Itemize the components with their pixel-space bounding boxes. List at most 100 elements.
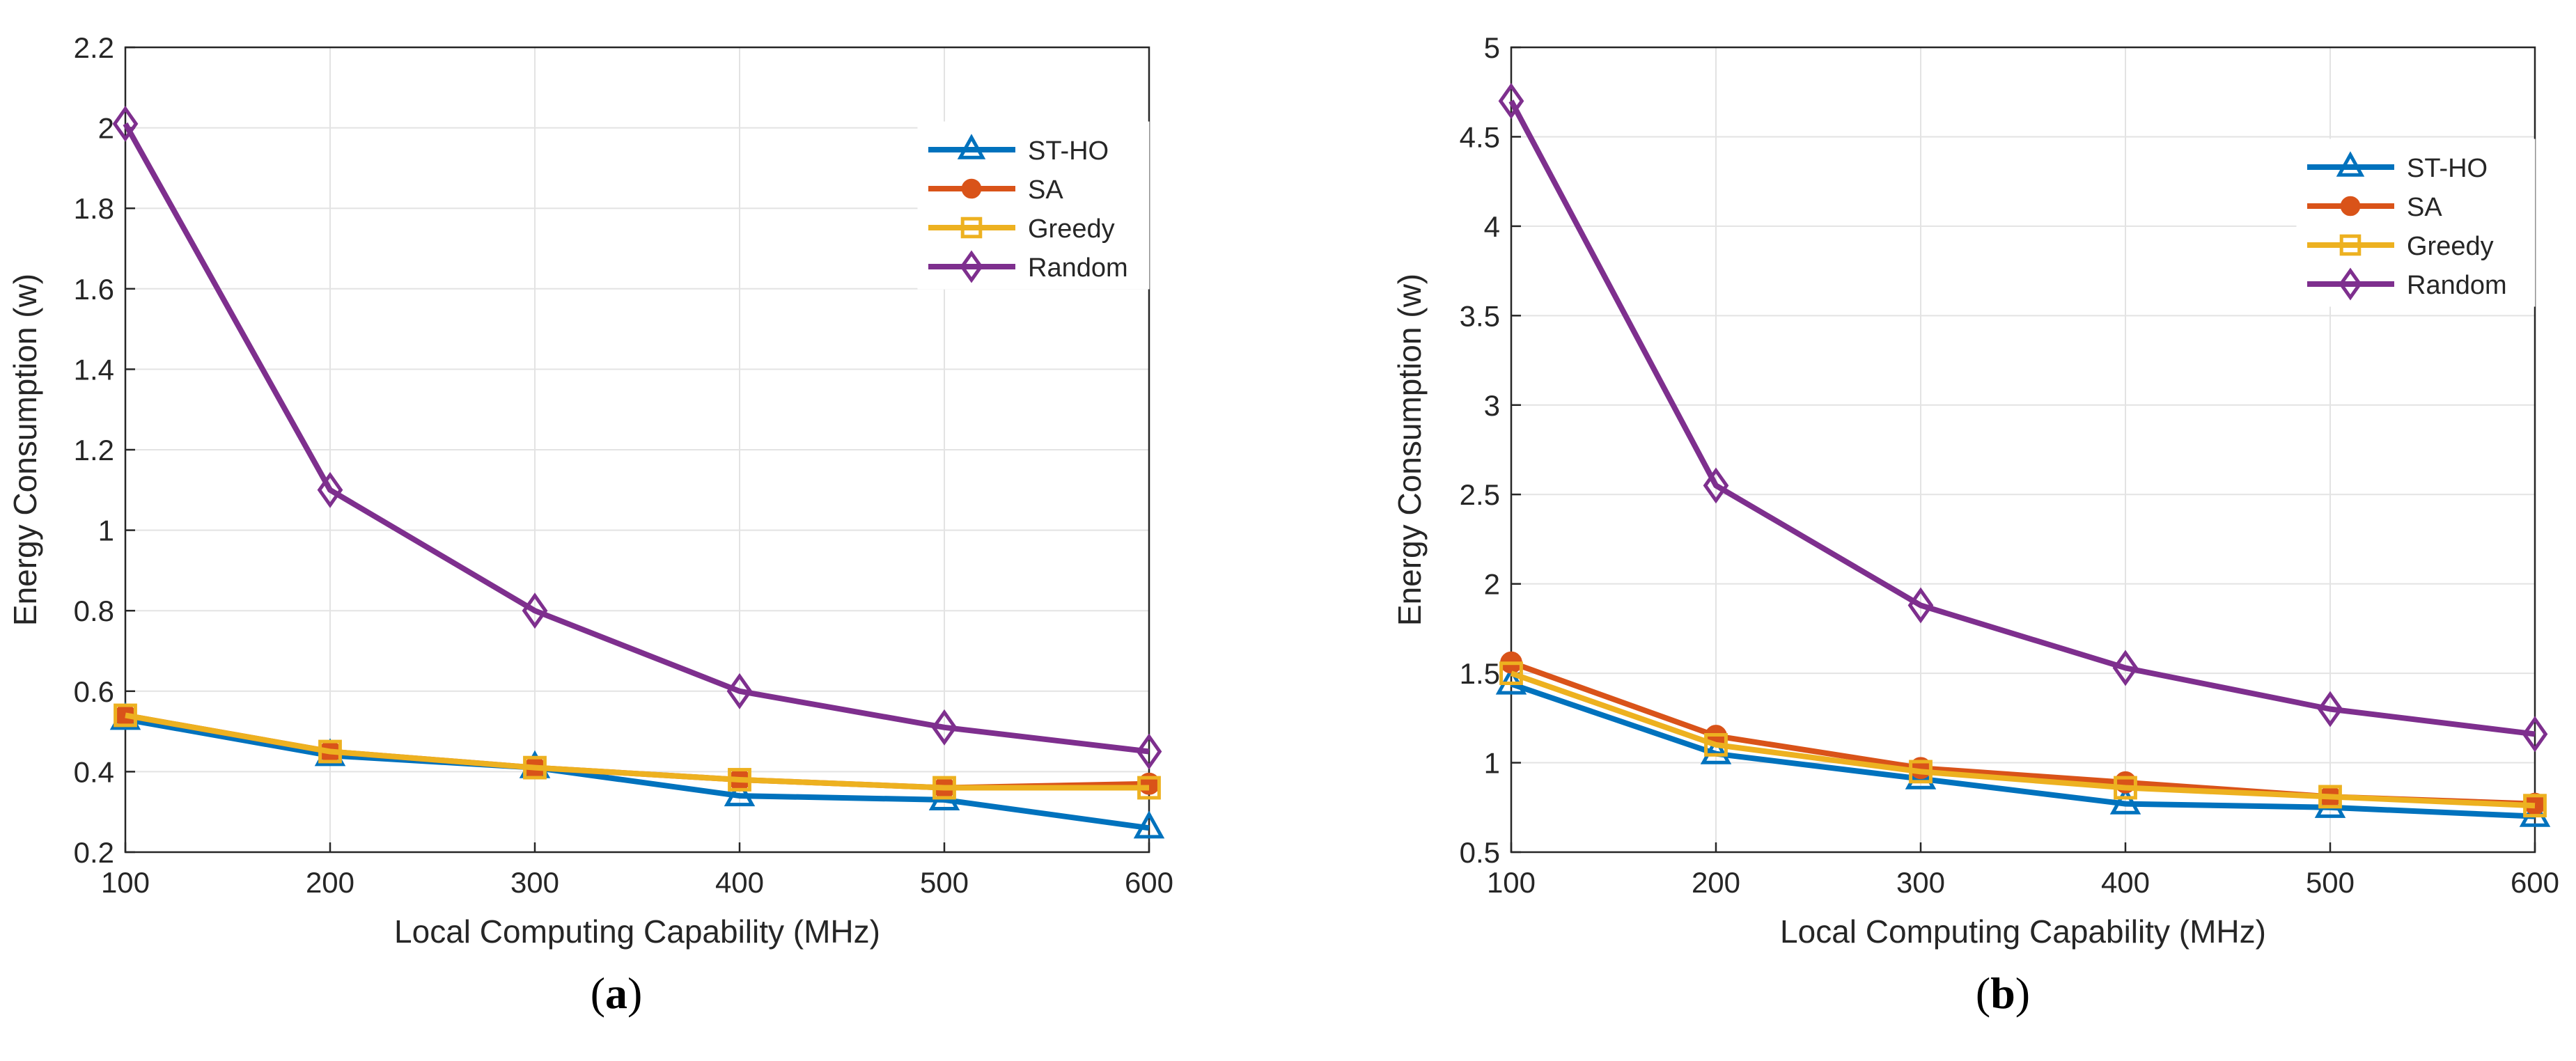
- y-tick-label: 1.6: [74, 273, 114, 306]
- series-random: [1498, 83, 2548, 753]
- x-tick-label: 200: [1692, 866, 1740, 899]
- data-point: [523, 755, 547, 780]
- legend-marker: [2339, 267, 2362, 301]
- data-point: [726, 673, 753, 709]
- data-point: [1700, 736, 1732, 764]
- series-line: [1510, 681, 2536, 819]
- y-tick-label: 2.5: [1460, 478, 1500, 511]
- y-tick-label: 1.8: [74, 192, 114, 225]
- y-tick-label: 0.6: [74, 675, 114, 708]
- legend-item-st-ho: ST-HO: [928, 134, 1109, 166]
- data-point: [1495, 666, 1527, 695]
- data-point: [2318, 785, 2342, 809]
- data-point: [1704, 732, 1728, 757]
- legend: ST-HO SA Greedy Random: [2296, 139, 2536, 307]
- data-point: [1136, 733, 1162, 770]
- series-line: [1508, 100, 2536, 737]
- x-tick-label: 500: [2306, 866, 2355, 899]
- legend-marker: [2339, 234, 2362, 256]
- x-tick-label: 100: [101, 866, 150, 899]
- data-point: [1907, 587, 1934, 624]
- axes-box: [1510, 46, 2536, 854]
- data-point: [724, 778, 756, 807]
- y-tick-label: 1.4: [74, 353, 114, 386]
- y-tick-label: 5: [1484, 31, 1500, 64]
- legend-marker: [961, 178, 982, 199]
- data-point: [2523, 794, 2547, 818]
- data-point: [317, 471, 343, 508]
- x-tick-label: 300: [510, 866, 559, 899]
- y-tick-label: 0.8: [74, 595, 114, 627]
- x-tick-label: 400: [2101, 866, 2150, 899]
- legend-label: ST-HO: [1028, 136, 1109, 166]
- legend-item-sa: SA: [2307, 193, 2442, 222]
- data-point: [112, 105, 139, 142]
- y-axis-label: Energy Consumption (w): [1391, 274, 1428, 626]
- legend-item-greedy: Greedy: [928, 214, 1115, 244]
- y-tick-label: 4.5: [1460, 120, 1500, 153]
- data-point: [2522, 716, 2548, 753]
- data-point: [931, 709, 958, 746]
- chart-panel-a: 100 200 300 400 500 600 0.2 0.4 0.6 0.8 1 1.2 1.4 1.6…: [7, 31, 1173, 1018]
- y-tick-label: 1.5: [1460, 657, 1500, 690]
- series-line: [125, 712, 1149, 791]
- x-axis-label: Local Computing Capability (MHz): [394, 913, 880, 950]
- caption-close-paren: ): [2015, 968, 2030, 1018]
- legend-marker: [960, 217, 983, 239]
- legend-marker: [960, 250, 983, 283]
- caption-open-paren: (: [591, 968, 605, 1018]
- data-point: [2519, 799, 2551, 827]
- x-tick-label: 600: [2511, 866, 2559, 899]
- x-tick-label: 600: [1125, 866, 1173, 899]
- legend-label: ST-HO: [2407, 154, 2488, 183]
- data-point: [2112, 650, 2139, 686]
- data-point: [318, 739, 342, 764]
- data-point: [1133, 810, 1165, 839]
- legend-item-st-ho: ST-HO: [2307, 151, 2488, 183]
- data-point: [1137, 776, 1161, 800]
- grid: [125, 47, 1150, 853]
- legend-label: SA: [1028, 175, 1063, 205]
- data-point: [728, 768, 751, 792]
- y-tick-label: 0.5: [1460, 836, 1500, 869]
- caption-letter: a: [605, 968, 627, 1018]
- y-tick-label: 1.2: [74, 434, 114, 466]
- data-point: [1909, 760, 1933, 784]
- panel-caption: (b): [1976, 968, 2030, 1018]
- panel-caption: (a): [591, 968, 643, 1018]
- x-tick-label: 300: [1896, 866, 1945, 899]
- legend-label: Random: [1028, 253, 1128, 283]
- y-tick-label: 3.5: [1460, 299, 1500, 332]
- data-point: [2109, 786, 2141, 815]
- x-tick-label: 400: [715, 866, 764, 899]
- y-axis-label: Energy Consumption (w): [7, 274, 43, 626]
- data-point: [2114, 776, 2137, 800]
- data-point: [1703, 467, 1729, 504]
- legend-marker: [2340, 196, 2361, 217]
- legend-marker: [2336, 151, 2365, 177]
- y-tick-label: 0.2: [74, 836, 114, 869]
- y-tick-label: 0.4: [74, 755, 114, 788]
- y-tick-label: 1: [1484, 747, 1500, 780]
- legend-label: Random: [2407, 271, 2507, 300]
- legend-item-greedy: Greedy: [2307, 232, 2494, 261]
- legend-item-random: Random: [2307, 267, 2507, 301]
- data-point: [522, 592, 548, 629]
- series-random: [112, 105, 1162, 770]
- caption-letter: b: [1990, 968, 2015, 1018]
- legend-label: SA: [2407, 193, 2442, 222]
- chart-panel-b: 100 200 300 400 500 600 0.5 1 1.5 2 2.5 3 3.5 4 4.5 5 Lo…: [1391, 31, 2559, 1018]
- y-tick-label: 4: [1484, 210, 1500, 243]
- x-tick-label: 100: [1487, 866, 1536, 899]
- x-axis-label: Local Computing Capability (MHz): [1780, 913, 2266, 950]
- series-line: [1510, 670, 2536, 809]
- legend-label: Greedy: [1028, 214, 1115, 244]
- legend-label: Greedy: [2407, 232, 2494, 261]
- y-tick-label: 2.2: [74, 31, 114, 64]
- series-line: [125, 716, 1150, 831]
- y-tick-label: 2: [98, 112, 114, 145]
- series-greedy: [114, 703, 1161, 800]
- legend-item-sa: SA: [928, 175, 1063, 205]
- y-tick-label: 1: [98, 514, 114, 547]
